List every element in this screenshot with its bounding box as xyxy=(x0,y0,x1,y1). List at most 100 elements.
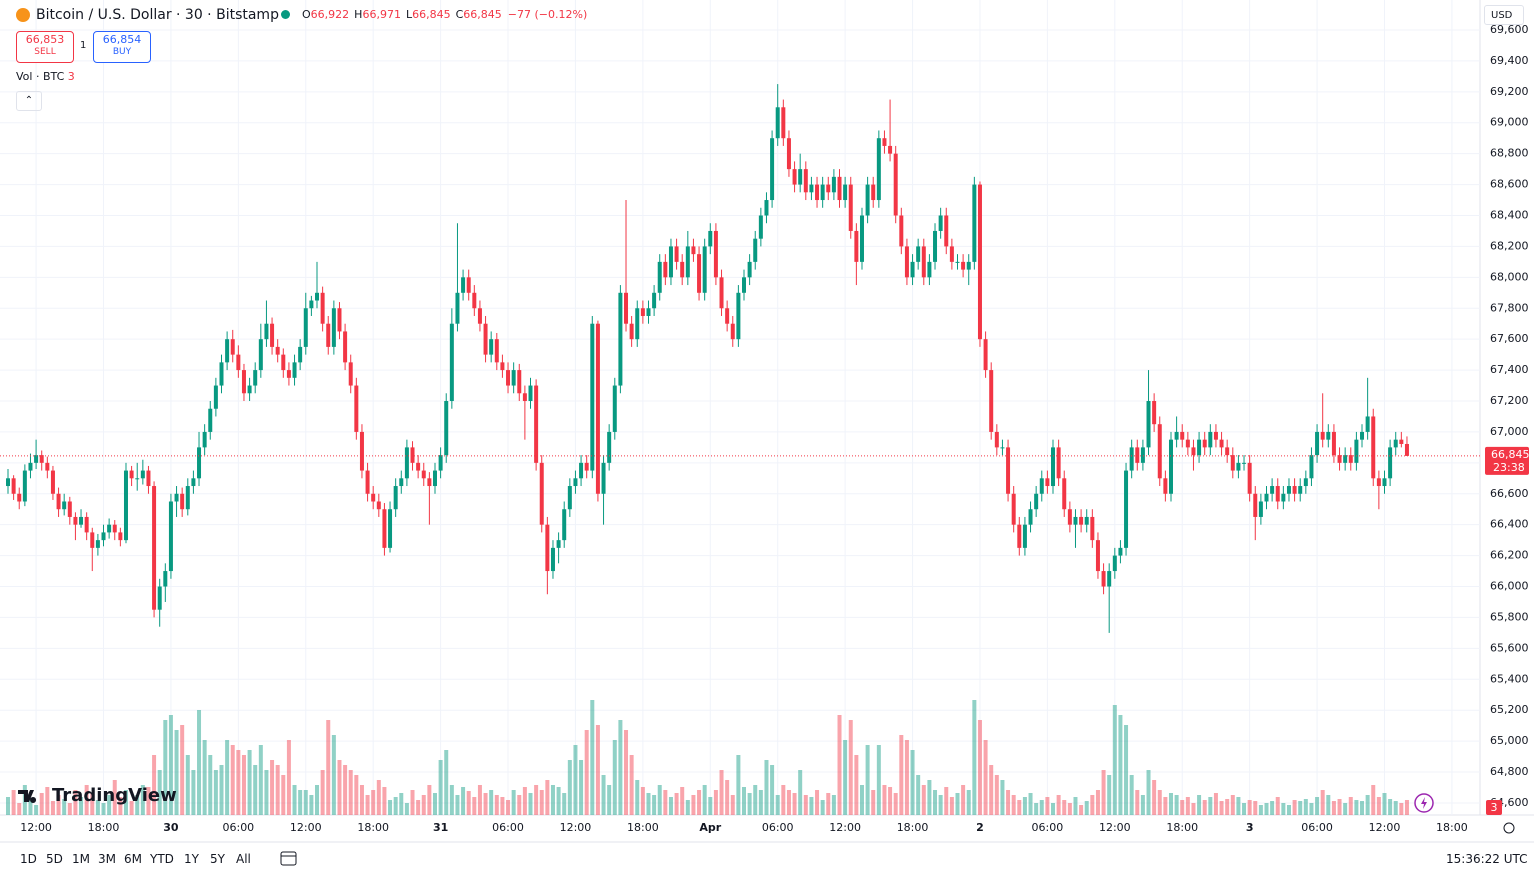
candle-body xyxy=(34,455,39,463)
range-button[interactable]: 5D xyxy=(46,852,63,866)
candle-body xyxy=(28,462,33,471)
volume-bar xyxy=(764,760,769,815)
range-button[interactable]: 1M xyxy=(72,852,90,866)
volume-bar xyxy=(933,790,938,815)
candle-body xyxy=(1034,493,1039,510)
volume-bar xyxy=(1180,800,1185,815)
calendar-icon[interactable] xyxy=(280,851,297,866)
range-button[interactable]: 3M xyxy=(98,852,116,866)
candle-body xyxy=(67,501,72,517)
range-button[interactable]: 6M xyxy=(124,852,142,866)
candle-body xyxy=(1236,462,1241,471)
ohlc-value: 66,971 xyxy=(362,8,401,21)
candle-body xyxy=(742,277,746,293)
candle-body xyxy=(489,339,494,355)
y-tick-label: 68,200 xyxy=(1490,239,1529,252)
volume-bar xyxy=(1219,801,1224,815)
candle-body xyxy=(764,200,769,216)
candle-body xyxy=(152,486,157,610)
candle-body xyxy=(185,486,190,510)
candle-body xyxy=(1315,431,1320,456)
volume-bar xyxy=(938,795,943,815)
candle-body xyxy=(1270,486,1275,494)
volume-bar xyxy=(927,780,932,815)
x-tick-label: 18:00 xyxy=(897,821,929,834)
volume-bar xyxy=(1174,795,1179,815)
candle-body xyxy=(522,393,527,402)
volume-bar xyxy=(989,765,994,815)
candle-body xyxy=(118,532,123,541)
range-button[interactable]: All xyxy=(236,852,251,866)
volume-bar xyxy=(674,793,679,815)
volume-bar xyxy=(1168,793,1173,815)
candle-body xyxy=(837,176,842,201)
y-tick-label: 66,000 xyxy=(1490,580,1529,593)
candle-body xyxy=(758,215,763,239)
candle-body xyxy=(1337,455,1342,463)
candle-body xyxy=(123,470,128,541)
x-tick-label: 31 xyxy=(433,821,448,834)
candle-body xyxy=(135,478,140,480)
volume-bar xyxy=(253,765,258,815)
y-tick-label: 67,800 xyxy=(1490,301,1529,314)
range-button[interactable]: 1D xyxy=(20,852,37,866)
volume-bar xyxy=(1376,797,1381,815)
sell-button[interactable]: 66,853 SELL xyxy=(16,31,74,63)
candle-body xyxy=(348,362,353,386)
candle-body xyxy=(904,246,909,278)
volume-bar xyxy=(685,800,690,815)
candle-body xyxy=(477,308,482,324)
range-button[interactable]: 5Y xyxy=(210,852,225,866)
candle-body xyxy=(961,261,966,270)
volume-bar xyxy=(1337,799,1342,815)
candle-body xyxy=(534,385,539,463)
settings-icon[interactable] xyxy=(1503,822,1515,834)
candle-body xyxy=(1382,478,1387,487)
candle-body xyxy=(22,470,27,502)
y-tick-label: 69,600 xyxy=(1490,23,1529,36)
candle-body xyxy=(1393,439,1398,448)
candle-body xyxy=(1051,447,1056,487)
volume-bar xyxy=(1045,797,1050,815)
candle-body xyxy=(1118,547,1123,556)
currency-button[interactable]: USD xyxy=(1484,5,1524,25)
volume-bar xyxy=(404,803,409,815)
range-button[interactable]: YTD xyxy=(150,852,174,866)
volume-bar xyxy=(1197,795,1202,815)
candle-body xyxy=(371,493,376,502)
countdown: 23:38 xyxy=(1493,461,1525,474)
volume-bar xyxy=(62,799,67,815)
candle-body xyxy=(955,261,960,263)
volume-bar xyxy=(736,755,741,815)
volume-bar xyxy=(1152,780,1157,815)
volume-bar xyxy=(197,710,202,815)
volume-bar xyxy=(1202,800,1207,815)
candle-body xyxy=(983,339,988,371)
volume-value: 3 xyxy=(67,70,75,83)
volume-bar xyxy=(28,800,33,815)
volume-bar xyxy=(365,795,370,815)
buy-button[interactable]: 66,854 BUY xyxy=(93,31,151,63)
candle-body xyxy=(1191,447,1196,456)
candle-body xyxy=(1180,431,1185,440)
y-tick-label: 68,400 xyxy=(1490,208,1529,221)
candle-body xyxy=(730,323,735,340)
volume-bar xyxy=(1006,790,1011,815)
sell-label: SELL xyxy=(34,47,56,57)
volume-bar xyxy=(1360,801,1365,815)
candle-body xyxy=(1399,439,1404,444)
collapse-button[interactable]: ⌃ xyxy=(16,91,42,111)
volume-bar xyxy=(595,725,600,815)
volume-bar xyxy=(725,780,730,815)
candle-body xyxy=(416,462,421,471)
candle-body xyxy=(376,501,381,510)
candle-body xyxy=(944,215,949,247)
candle-body xyxy=(691,246,696,255)
volume-bar xyxy=(483,793,488,815)
candle-body xyxy=(1303,478,1308,487)
volume-bar xyxy=(511,790,516,815)
candle-body xyxy=(399,478,404,487)
range-button[interactable]: 1Y xyxy=(184,852,199,866)
volume-bar xyxy=(798,770,803,815)
volume-bar xyxy=(292,785,297,815)
